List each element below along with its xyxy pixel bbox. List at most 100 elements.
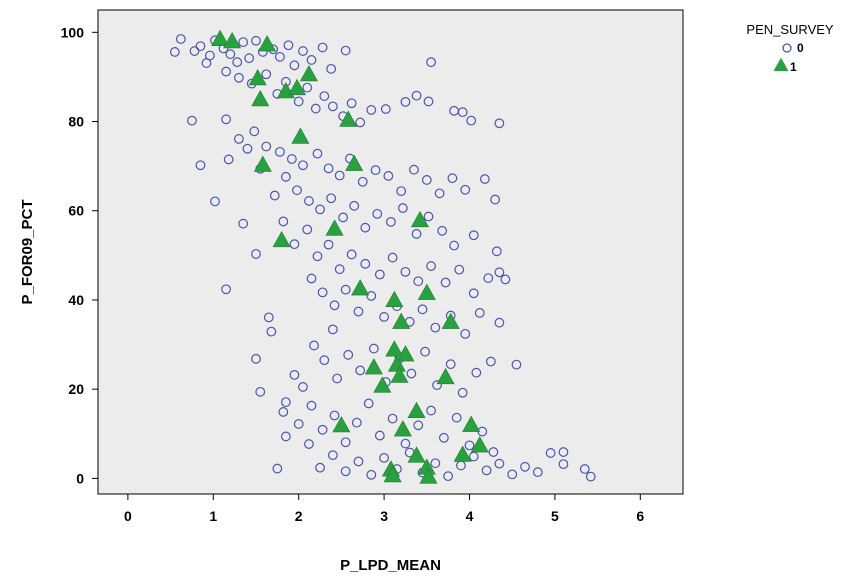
x-tick-label: 2 xyxy=(295,508,303,524)
data-point-series-1 xyxy=(325,219,344,236)
data-point-series-0 xyxy=(413,420,424,431)
data-point-series-0 xyxy=(434,188,445,199)
data-point-series-0 xyxy=(310,103,321,114)
data-point-series-0 xyxy=(244,53,255,64)
x-tick-label: 0 xyxy=(124,508,132,524)
data-point-series-0 xyxy=(326,193,337,204)
data-point-series-0 xyxy=(423,211,434,222)
data-point-series-0 xyxy=(278,407,289,417)
data-point-series-0 xyxy=(437,225,448,236)
data-point-series-0 xyxy=(261,69,272,80)
data-point-series-0 xyxy=(289,239,300,250)
data-point-series-0 xyxy=(315,462,325,473)
data-point-series-0 xyxy=(280,171,291,182)
data-point-series-0 xyxy=(520,461,530,472)
data-point-series-0 xyxy=(334,170,345,181)
data-point-series-0 xyxy=(346,249,357,260)
data-point-series-0 xyxy=(280,431,291,442)
y-tick-label: 80 xyxy=(68,114,84,130)
data-point-series-0 xyxy=(409,164,419,175)
x-tick-label: 3 xyxy=(380,508,388,524)
data-point-series-0 xyxy=(293,419,304,429)
data-point-series-0 xyxy=(430,322,441,333)
data-point-series-1 xyxy=(393,420,412,437)
data-point-series-1 xyxy=(385,290,404,307)
data-point-series-0 xyxy=(558,447,569,457)
data-point-series-0 xyxy=(357,176,368,187)
data-point-series-0 xyxy=(460,184,471,195)
data-point-series-0 xyxy=(483,273,494,283)
data-point-series-0 xyxy=(474,307,485,318)
data-point-series-1 xyxy=(410,210,429,228)
data-point-series-0 xyxy=(306,400,317,411)
data-point-series-0 xyxy=(440,277,451,288)
data-point-series-0 xyxy=(238,37,249,48)
data-point-series-0 xyxy=(445,359,456,370)
data-point-series-1 xyxy=(419,467,438,484)
data-points xyxy=(169,29,596,484)
data-point-series-0 xyxy=(471,367,482,378)
data-point-series-0 xyxy=(387,413,398,424)
data-point-series-0 xyxy=(494,458,505,469)
data-point-series-0 xyxy=(466,115,477,126)
data-point-series-1 xyxy=(453,445,472,462)
data-point-series-0 xyxy=(275,146,285,157)
data-point-series-0 xyxy=(349,200,360,211)
data-point-series-0 xyxy=(255,386,266,397)
data-point-series-0 xyxy=(343,349,354,360)
data-point-series-0 xyxy=(374,430,385,441)
data-point-series-0 xyxy=(545,448,556,458)
data-point-series-0 xyxy=(312,148,323,159)
data-point-series-0 xyxy=(251,249,261,259)
data-point-series-0 xyxy=(511,359,522,370)
data-point-series-0 xyxy=(232,57,243,68)
data-point-series-0 xyxy=(304,196,314,206)
data-point-series-0 xyxy=(457,387,468,398)
y-tick-label: 100 xyxy=(61,24,85,40)
data-point-series-0 xyxy=(187,115,197,126)
data-point-series-0 xyxy=(451,412,462,423)
data-point-series-1 xyxy=(417,283,436,300)
data-point-series-0 xyxy=(223,154,234,165)
data-point-series-0 xyxy=(286,154,297,164)
x-tick-label: 6 xyxy=(636,508,644,524)
data-point-series-0 xyxy=(360,222,371,233)
data-point-series-0 xyxy=(400,96,411,107)
data-point-series-0 xyxy=(283,40,294,51)
data-point-series-0 xyxy=(379,452,389,463)
data-point-series-0 xyxy=(329,410,340,421)
y-tick-label: 60 xyxy=(68,203,84,219)
y-tick-label: 0 xyxy=(76,470,84,486)
data-point-series-1 xyxy=(364,358,383,375)
data-point-series-1 xyxy=(385,340,404,357)
data-point-series-0 xyxy=(312,251,323,262)
data-point-series-0 xyxy=(323,163,334,174)
data-point-series-0 xyxy=(221,114,232,125)
data-point-series-0 xyxy=(485,356,496,367)
data-point-series-0 xyxy=(426,57,436,68)
data-point-series-0 xyxy=(430,458,441,469)
data-point-series-1 xyxy=(258,35,277,52)
data-point-series-0 xyxy=(317,424,328,435)
data-point-series-0 xyxy=(306,55,317,65)
plot-area xyxy=(97,9,684,495)
data-point-series-0 xyxy=(338,212,349,223)
data-point-series-1 xyxy=(351,279,370,296)
data-point-series-0 xyxy=(460,328,471,339)
data-point-series-0 xyxy=(280,397,291,408)
data-point-series-0 xyxy=(355,365,366,376)
legend-label-series-0: 0 xyxy=(797,41,804,55)
legend: PEN_SURVEY 0 1 xyxy=(746,22,834,74)
data-point-series-0 xyxy=(351,417,362,428)
data-point-series-0 xyxy=(372,208,383,219)
data-point-series-0 xyxy=(490,194,501,205)
data-point-series-0 xyxy=(289,60,300,71)
data-point-series-0 xyxy=(387,252,398,263)
data-point-series-0 xyxy=(383,171,394,181)
data-point-series-0 xyxy=(334,264,345,275)
data-point-series-0 xyxy=(249,126,260,137)
data-point-series-0 xyxy=(204,50,215,61)
data-point-series-0 xyxy=(413,276,424,287)
data-point-series-0 xyxy=(340,466,351,477)
